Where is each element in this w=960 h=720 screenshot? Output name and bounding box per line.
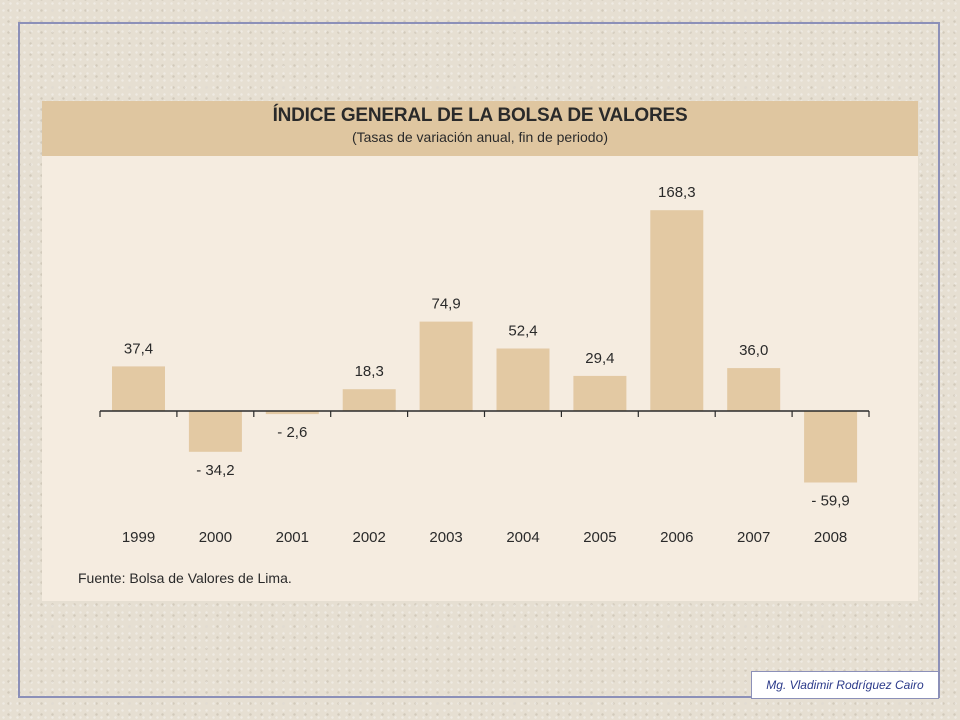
bar-2003 [419,321,473,411]
chart-title: ÍNDICE GENERAL DE LA BOLSA DE VALORES [272,105,688,126]
author-credit: Mg. Vladimir Rodríguez Cairo [751,671,939,699]
chart-panel: ÍNDICE GENERAL DE LA BOLSA DE VALORES (T… [42,101,918,601]
x-tick-label-2000: 2000 [199,529,232,546]
bar-2002 [342,389,396,411]
x-tick-label-2001: 2001 [276,529,309,546]
slide-frame [18,22,940,698]
x-tick-label-2006: 2006 [660,529,693,546]
x-tick-label-2007: 2007 [737,529,770,546]
bar-2005 [573,375,627,411]
bar-2004 [496,348,550,411]
x-tick-label-2003: 2003 [429,529,462,546]
data-label-2008: - 59,9 [811,493,849,510]
bar-2006 [650,210,704,411]
data-label-2002: 18,3 [355,363,384,380]
x-tick-label-2005: 2005 [583,529,616,546]
chart-source: Fuente: Bolsa de Valores de Lima. [78,570,292,586]
data-label-2005: 29,4 [585,350,614,367]
data-label-2004: 52,4 [508,323,537,340]
data-label-2003: 74,9 [431,296,460,313]
data-label-2000: - 34,2 [196,462,234,479]
data-label-1999: 37,4 [124,340,153,357]
bar-2008 [804,411,858,483]
chart-subtitle: (Tasas de variación anual, fin de period… [351,129,609,145]
x-tick-label-1999: 1999 [122,529,155,546]
data-label-2007: 36,0 [739,342,768,359]
bar-1999 [112,366,165,411]
bar-chart: 37,4 1999 - 34,2 2000 - 2,6 2001 18,3 2002 74,9 2… [99,184,870,546]
x-tick-label-2008: 2008 [814,529,847,546]
bar-2001 [265,411,319,415]
bar-2000 [188,411,242,452]
data-label-2001: - 2,6 [277,424,307,441]
bar-2007 [727,368,781,411]
chart-header: ÍNDICE GENERAL DE LA BOLSA DE VALORES (T… [42,101,918,156]
x-tick-label-2004: 2004 [506,529,539,546]
data-label-2006: 168,3 [658,184,696,201]
x-tick-label-2002: 2002 [353,529,386,546]
